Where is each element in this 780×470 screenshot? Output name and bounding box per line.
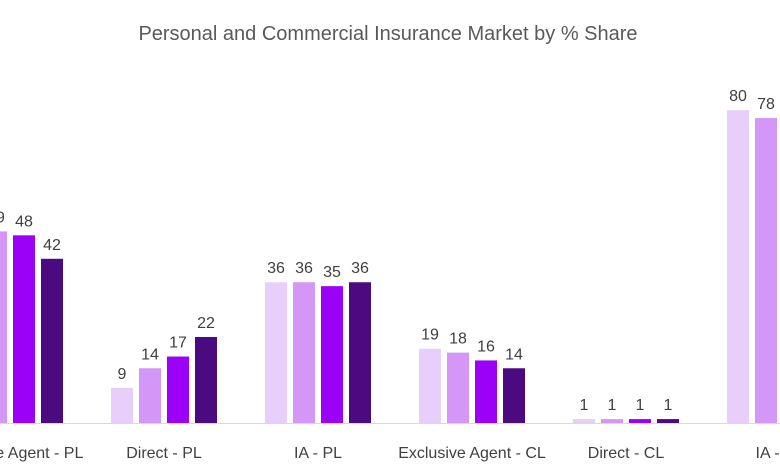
chart-title: Personal and Commercial Insurance Market… bbox=[138, 23, 637, 45]
bar bbox=[629, 419, 651, 423]
data-label: 1 bbox=[636, 397, 645, 414]
data-label: 36 bbox=[351, 260, 369, 277]
bar bbox=[41, 258, 63, 423]
data-label: 36 bbox=[267, 260, 285, 277]
bar bbox=[139, 368, 161, 423]
bar bbox=[601, 419, 623, 423]
bar bbox=[111, 387, 133, 423]
bar bbox=[13, 235, 35, 423]
bar bbox=[657, 419, 679, 423]
bar bbox=[0, 231, 7, 423]
bar bbox=[419, 348, 441, 423]
category-label: IA - CL bbox=[756, 445, 780, 462]
data-label: 1 bbox=[580, 397, 589, 414]
bar bbox=[755, 118, 777, 424]
data-label: 80 bbox=[729, 88, 747, 105]
bar bbox=[475, 360, 497, 423]
data-label: 1 bbox=[608, 397, 617, 414]
data-label: 19 bbox=[421, 327, 439, 344]
bar bbox=[727, 110, 749, 423]
category-label: Direct - PL bbox=[126, 445, 202, 462]
bar bbox=[167, 356, 189, 423]
bar bbox=[349, 282, 371, 423]
data-label: 14 bbox=[505, 346, 523, 363]
category-label: IA - PL bbox=[294, 445, 342, 462]
data-label: 78 bbox=[757, 96, 775, 113]
data-label: 9 bbox=[118, 366, 127, 383]
data-label: 18 bbox=[449, 331, 467, 348]
data-label: 42 bbox=[43, 237, 61, 254]
bar bbox=[573, 419, 595, 423]
bar bbox=[503, 368, 525, 423]
bar bbox=[265, 282, 287, 423]
data-label: 48 bbox=[15, 213, 33, 230]
bar bbox=[321, 286, 343, 423]
data-label: 1 bbox=[664, 397, 673, 414]
data-label: 14 bbox=[141, 346, 159, 363]
data-label: 22 bbox=[197, 315, 215, 332]
bar bbox=[195, 336, 217, 423]
bar bbox=[293, 282, 315, 423]
data-label: 17 bbox=[169, 335, 187, 352]
category-label: Exclusive Agent - PL bbox=[0, 445, 83, 462]
data-label: 35 bbox=[323, 264, 341, 281]
data-label: 16 bbox=[477, 338, 495, 355]
category-label: Direct - CL bbox=[588, 445, 665, 462]
data-label: 36 bbox=[295, 260, 313, 277]
category-label: Exclusive Agent - CL bbox=[398, 445, 546, 462]
bar bbox=[447, 352, 469, 423]
data-label: 49 bbox=[0, 209, 5, 226]
